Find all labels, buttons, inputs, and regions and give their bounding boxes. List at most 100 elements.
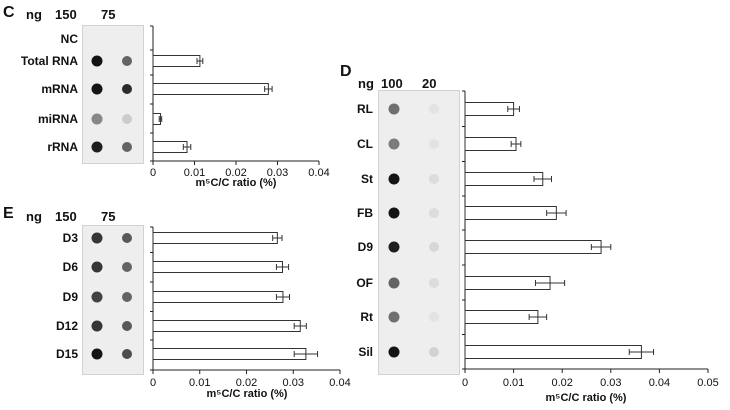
blot-dot (122, 114, 132, 124)
amount-75-e: 75 (101, 209, 116, 224)
x-tick-label: 0.04 (308, 167, 329, 179)
row-label: D9 (358, 240, 374, 254)
panel-letter-c: C (3, 4, 15, 21)
amount-150-e: 150 (55, 209, 77, 224)
blot-dot (429, 312, 439, 322)
blot-dot (388, 277, 400, 289)
blot-dot (122, 262, 132, 272)
blot-dot (429, 242, 439, 252)
ng-label-c: ng (26, 7, 42, 22)
ng-label-d: ng (358, 76, 374, 91)
row-label: D12 (56, 319, 78, 333)
blot-dot (91, 291, 103, 303)
x-tick-label: 0.02 (236, 377, 257, 389)
x-tick-label: 0.02 (225, 167, 246, 179)
bar (152, 232, 278, 244)
row-label: Sil (358, 345, 373, 359)
blot-dot (91, 261, 103, 273)
blot-dot (91, 232, 103, 244)
blot-dot (122, 233, 132, 243)
blot-dot (388, 311, 400, 323)
ng-label-e: ng (26, 209, 42, 224)
x-tick-label: 0 (462, 377, 468, 389)
row-label: Rt (360, 310, 373, 324)
x-tick-label: 0.04 (649, 377, 670, 389)
bar (464, 206, 557, 220)
blot-dot (429, 347, 439, 357)
blot-dot (388, 173, 400, 185)
bar (152, 348, 307, 360)
dot-blot-membrane-e (82, 225, 144, 375)
bar (152, 261, 283, 273)
blot-dot (91, 55, 103, 67)
bar (464, 102, 515, 116)
bar (464, 345, 642, 359)
blot-dot (122, 84, 132, 94)
row-label: RL (357, 102, 373, 116)
row-label: D9 (63, 290, 79, 304)
blot-dot (429, 174, 439, 184)
blot-dot (429, 278, 439, 288)
row-label: D3 (63, 231, 79, 245)
row-label: D15 (56, 347, 78, 361)
row-label: NC (61, 32, 79, 46)
blot-dot (388, 207, 400, 219)
bar (464, 310, 539, 324)
row-label: FB (357, 206, 373, 220)
row-label: D6 (63, 260, 79, 274)
blot-dot (122, 56, 132, 66)
bar (152, 320, 301, 332)
row-label: CL (357, 137, 373, 151)
bar (464, 172, 544, 186)
x-tick-label: 0.01 (189, 377, 210, 389)
amount-75-c: 75 (101, 7, 116, 22)
bar (464, 137, 517, 151)
bar (152, 55, 201, 67)
x-tick-label: 0.03 (600, 377, 621, 389)
x-tick-label: 0.02 (551, 377, 572, 389)
bar (152, 141, 188, 153)
panel-letter-e: E (3, 205, 14, 222)
dot-blot-membrane-c (82, 25, 144, 164)
blot-dot (122, 321, 132, 331)
row-label: OF (356, 276, 373, 290)
x-tick-label: 0.04 (329, 377, 350, 389)
blot-dot (429, 104, 439, 114)
x-axis-label: m⁵C/C ratio (%) (207, 388, 288, 400)
x-tick-label: 0 (150, 167, 156, 179)
amount-100-d: 100 (381, 76, 403, 91)
x-tick-label: 0 (150, 377, 156, 389)
blot-dot (91, 141, 103, 153)
x-tick-label: 0.05 (697, 377, 718, 389)
bar (152, 83, 269, 95)
row-label: mRNA (41, 82, 78, 96)
amount-150-c: 150 (55, 7, 77, 22)
x-axis-label: m⁵C/C ratio (%) (546, 392, 627, 404)
blot-dot (388, 346, 400, 358)
blot-dot (388, 138, 400, 150)
blot-dot (122, 142, 132, 152)
row-label: miRNA (38, 112, 78, 126)
row-label: rRNA (47, 140, 78, 154)
x-axis-label: m⁵C/C ratio (%) (196, 177, 277, 189)
row-label: Total RNA (21, 54, 78, 68)
panel-letter-d: D (340, 63, 352, 80)
dot-blot-membrane-d (378, 90, 460, 375)
x-tick-label: 0.01 (503, 377, 524, 389)
blot-dot (122, 349, 132, 359)
bar (464, 240, 602, 254)
blot-dot (429, 208, 439, 218)
blot-dot (388, 241, 400, 253)
x-tick-label: 0.01 (184, 167, 205, 179)
amount-20-d: 20 (422, 76, 437, 91)
x-tick-label: 0.03 (267, 167, 288, 179)
blot-dot (91, 348, 103, 360)
bar (152, 291, 284, 303)
blot-dot (91, 113, 103, 125)
blot-dot (429, 139, 439, 149)
blot-dot (388, 103, 400, 115)
blot-dot (91, 320, 103, 332)
blot-dot (122, 292, 132, 302)
row-label: St (361, 172, 373, 186)
